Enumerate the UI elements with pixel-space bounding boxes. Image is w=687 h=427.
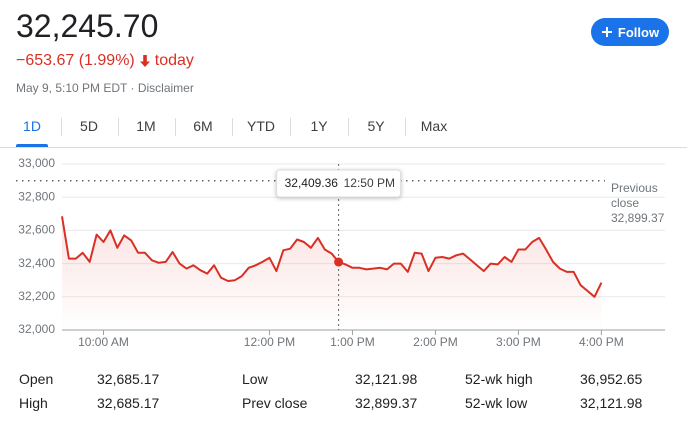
range-tab[interactable]: 6M: [193, 118, 213, 134]
stat-value: 32,121.98: [580, 395, 643, 411]
x-tick-label: 2:00 PM: [413, 335, 458, 349]
tab-separator: [174, 118, 176, 136]
hover-dot: [334, 257, 344, 267]
price-line: [61, 216, 603, 298]
area: [62, 216, 602, 330]
stat-label: Prev close: [242, 395, 308, 411]
previous-close-label: Previous close 32,899.37: [611, 181, 681, 226]
range-tab[interactable]: Max: [420, 118, 448, 134]
tab-separator: [60, 118, 62, 136]
stat-label: 52-wk low: [465, 395, 528, 411]
range-tab[interactable]: 1M: [136, 118, 156, 134]
x-tick-label: 4:00 PM: [579, 335, 624, 349]
range-tabs: 1D 5D 1M 6M YTD 1Y 5Y Max: [0, 110, 687, 148]
change: −653.67 (1.99%) today: [16, 51, 194, 71]
stat-value: 32,685.17: [97, 371, 160, 387]
tab-separator: [232, 118, 233, 136]
tab-divider: [0, 147, 687, 148]
range-tab[interactable]: 5D: [80, 118, 98, 134]
y-tick-label: 32,800: [18, 189, 55, 203]
tab-separator: [347, 118, 349, 136]
y-tick-label: 32,000: [18, 322, 55, 336]
y-tick-label: 32,600: [18, 223, 55, 237]
change-value: −653.67 (1.99%): [16, 52, 135, 69]
x-tick-label: 12:00 PM: [244, 335, 295, 349]
tab-separator: [117, 118, 119, 136]
plus-icon: [601, 27, 612, 37]
x-tick-label: 1:00 PM: [330, 335, 375, 349]
stat-label: 52-wk high: [465, 371, 533, 387]
tooltip-time: 12:50 PM: [344, 176, 395, 190]
range-tab[interactable]: 5Y: [367, 118, 385, 134]
stat-value: 32,899.37: [355, 395, 418, 411]
stat-value: 36,952.65: [580, 371, 643, 387]
y-tick-label: 32,200: [18, 289, 55, 303]
timestamp: May 9, 5:10 PM EDT · Disclaimer: [16, 81, 194, 95]
stat-label: High: [19, 395, 48, 411]
follow-label: Follow: [617, 24, 660, 40]
stat-label: Open: [19, 371, 54, 387]
tooltip-value: 32,409.36: [285, 176, 339, 190]
down-arrow-icon: [139, 55, 150, 67]
previous-close-value: 32,899.37: [611, 211, 665, 225]
change-period: today: [154, 52, 194, 69]
tab-underline: [16, 144, 48, 147]
range-tab[interactable]: 1D: [23, 118, 41, 134]
tooltip-box: [276, 169, 402, 198]
y-tick-label: 32,400: [18, 256, 55, 270]
price: 32,245.70: [16, 8, 159, 44]
stat-value: 32,685.17: [97, 395, 160, 411]
tab-separator: [290, 118, 291, 136]
x-tick-label: 3:00 PM: [496, 335, 541, 349]
range-tab[interactable]: 1Y: [310, 118, 328, 134]
x-tick-label: 10:00 AM: [78, 335, 129, 349]
tab-separator: [405, 118, 406, 136]
y-tick-label: 33,000: [18, 156, 55, 170]
previous-close-text: Previous close: [611, 181, 658, 210]
follow-button[interactable]: Follow: [591, 18, 669, 46]
range-tab[interactable]: YTD: [247, 118, 275, 134]
stat-label: Low: [242, 371, 268, 387]
stat-value: 32,121.98: [355, 371, 418, 387]
